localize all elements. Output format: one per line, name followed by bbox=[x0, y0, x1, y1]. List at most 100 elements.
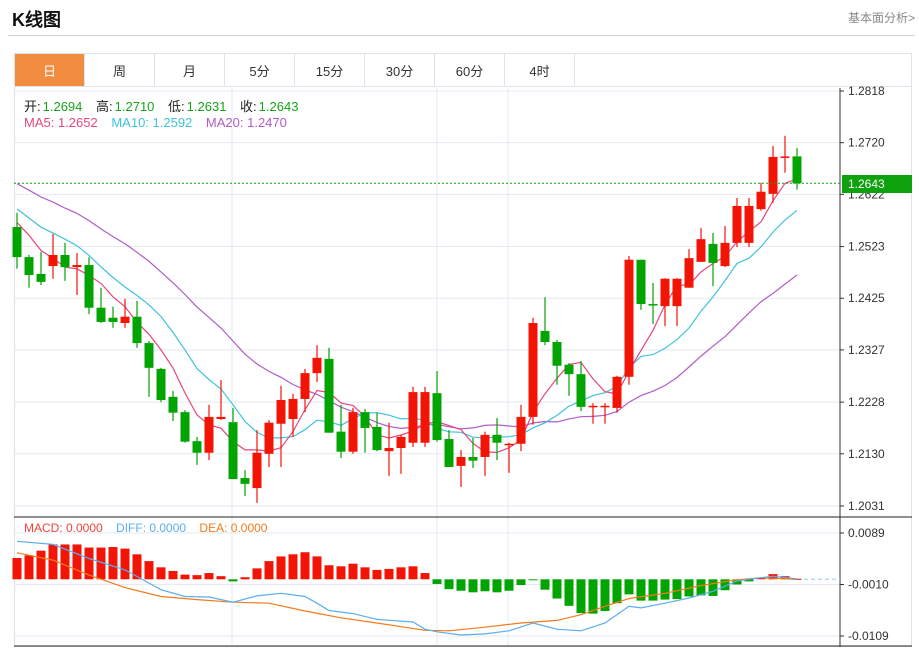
candle bbox=[312, 345, 322, 383]
macd-bar bbox=[612, 579, 622, 604]
macd-bar bbox=[276, 556, 286, 580]
macd-bar bbox=[744, 579, 754, 582]
candle-body bbox=[348, 412, 358, 452]
ma10-value: MA10: 1.2592 bbox=[111, 115, 193, 130]
high-value: 1.2710 bbox=[114, 99, 155, 114]
candle-body bbox=[24, 257, 34, 276]
candle bbox=[60, 242, 70, 281]
candle-body bbox=[684, 258, 694, 288]
candle bbox=[612, 375, 622, 413]
candle bbox=[276, 385, 286, 467]
candle-body bbox=[12, 227, 22, 258]
candle bbox=[12, 212, 22, 269]
tab-15min[interactable]: 15分 bbox=[295, 54, 365, 86]
candle-body bbox=[132, 316, 142, 344]
candle bbox=[372, 412, 382, 452]
low-value: 1.2631 bbox=[186, 99, 227, 114]
macd-bar bbox=[552, 579, 562, 599]
candle bbox=[180, 410, 190, 443]
candle bbox=[168, 391, 178, 422]
macd-bar bbox=[720, 579, 730, 591]
candle-body bbox=[576, 374, 586, 407]
candle-body bbox=[792, 156, 802, 184]
candle-body bbox=[612, 376, 622, 408]
candle-body bbox=[180, 412, 190, 442]
candle bbox=[732, 198, 742, 248]
ma10-line bbox=[16, 208, 798, 439]
macd-tick-label: -0.0109 bbox=[848, 629, 889, 643]
candle-body bbox=[756, 191, 766, 210]
candle bbox=[744, 198, 754, 248]
candle bbox=[600, 403, 610, 424]
macd-bar bbox=[540, 579, 550, 590]
macd-bar bbox=[696, 579, 706, 596]
candle bbox=[528, 317, 538, 425]
tab-4hour[interactable]: 4时 bbox=[505, 54, 575, 86]
close-label: 收: bbox=[240, 99, 257, 114]
macd-bar bbox=[216, 576, 226, 580]
macd-bar bbox=[648, 579, 658, 601]
macd-bar bbox=[420, 573, 430, 580]
candle-body bbox=[60, 254, 70, 268]
macd-bar bbox=[168, 570, 178, 580]
candle bbox=[648, 282, 658, 325]
candle bbox=[264, 420, 274, 467]
candle bbox=[48, 233, 58, 279]
candle bbox=[420, 386, 430, 447]
candle bbox=[204, 404, 214, 461]
macd-bar bbox=[312, 556, 322, 580]
macd-bar bbox=[636, 579, 646, 601]
macd-info: MACD: 0.0000 DIFF: 0.0000 DEA: 0.0000 bbox=[24, 521, 267, 535]
tab-month[interactable]: 月 bbox=[155, 54, 225, 86]
tab-30min[interactable]: 30分 bbox=[365, 54, 435, 86]
candle-body bbox=[720, 242, 730, 267]
candle-body bbox=[120, 316, 130, 324]
candle-body bbox=[276, 400, 286, 424]
fundamental-analysis-link[interactable]: 基本面分析> bbox=[847, 11, 915, 25]
tab-day[interactable]: 日 bbox=[15, 54, 85, 86]
candle-body bbox=[168, 396, 178, 413]
macd-bar bbox=[240, 577, 250, 580]
macd-bar bbox=[120, 548, 130, 580]
macd-bar bbox=[84, 547, 94, 580]
dea-value: DEA: 0.0000 bbox=[199, 521, 268, 535]
candle bbox=[480, 431, 490, 476]
candle-body bbox=[324, 358, 334, 433]
candle-body bbox=[372, 426, 382, 451]
candle-body bbox=[540, 330, 550, 343]
candle-body bbox=[420, 392, 430, 443]
macd-bar bbox=[408, 566, 418, 580]
close-value: 1.2643 bbox=[258, 99, 299, 114]
candle-body bbox=[456, 456, 466, 466]
tab-60min[interactable]: 60分 bbox=[435, 54, 505, 86]
candle bbox=[588, 403, 598, 424]
candle bbox=[432, 371, 442, 442]
macd-bar bbox=[156, 567, 166, 580]
candle-body bbox=[492, 434, 502, 443]
macd-bar bbox=[600, 579, 610, 612]
macd-bar bbox=[12, 557, 22, 580]
candle bbox=[240, 470, 250, 496]
price-tick-label: 1.2327 bbox=[848, 343, 885, 357]
candle-body bbox=[468, 456, 478, 461]
candle bbox=[288, 393, 298, 437]
ma5-line bbox=[16, 178, 798, 454]
candle bbox=[132, 300, 142, 348]
macd-bar bbox=[360, 567, 370, 580]
candle bbox=[408, 386, 418, 447]
tab-5min[interactable]: 5分 bbox=[225, 54, 295, 86]
macd-bar bbox=[564, 579, 574, 606]
macd-bar bbox=[192, 575, 202, 580]
price-tick-label: 1.2720 bbox=[848, 136, 885, 150]
macd-bar bbox=[732, 579, 742, 585]
open-label: 开: bbox=[24, 99, 41, 114]
macd-bar bbox=[336, 566, 346, 580]
candle-body bbox=[696, 239, 706, 262]
candle-body bbox=[300, 373, 310, 399]
candle-body bbox=[408, 392, 418, 443]
tab-week[interactable]: 周 bbox=[85, 54, 155, 86]
candle bbox=[780, 135, 790, 173]
price-tick-label: 1.2228 bbox=[848, 395, 885, 409]
candle-body bbox=[564, 364, 574, 375]
